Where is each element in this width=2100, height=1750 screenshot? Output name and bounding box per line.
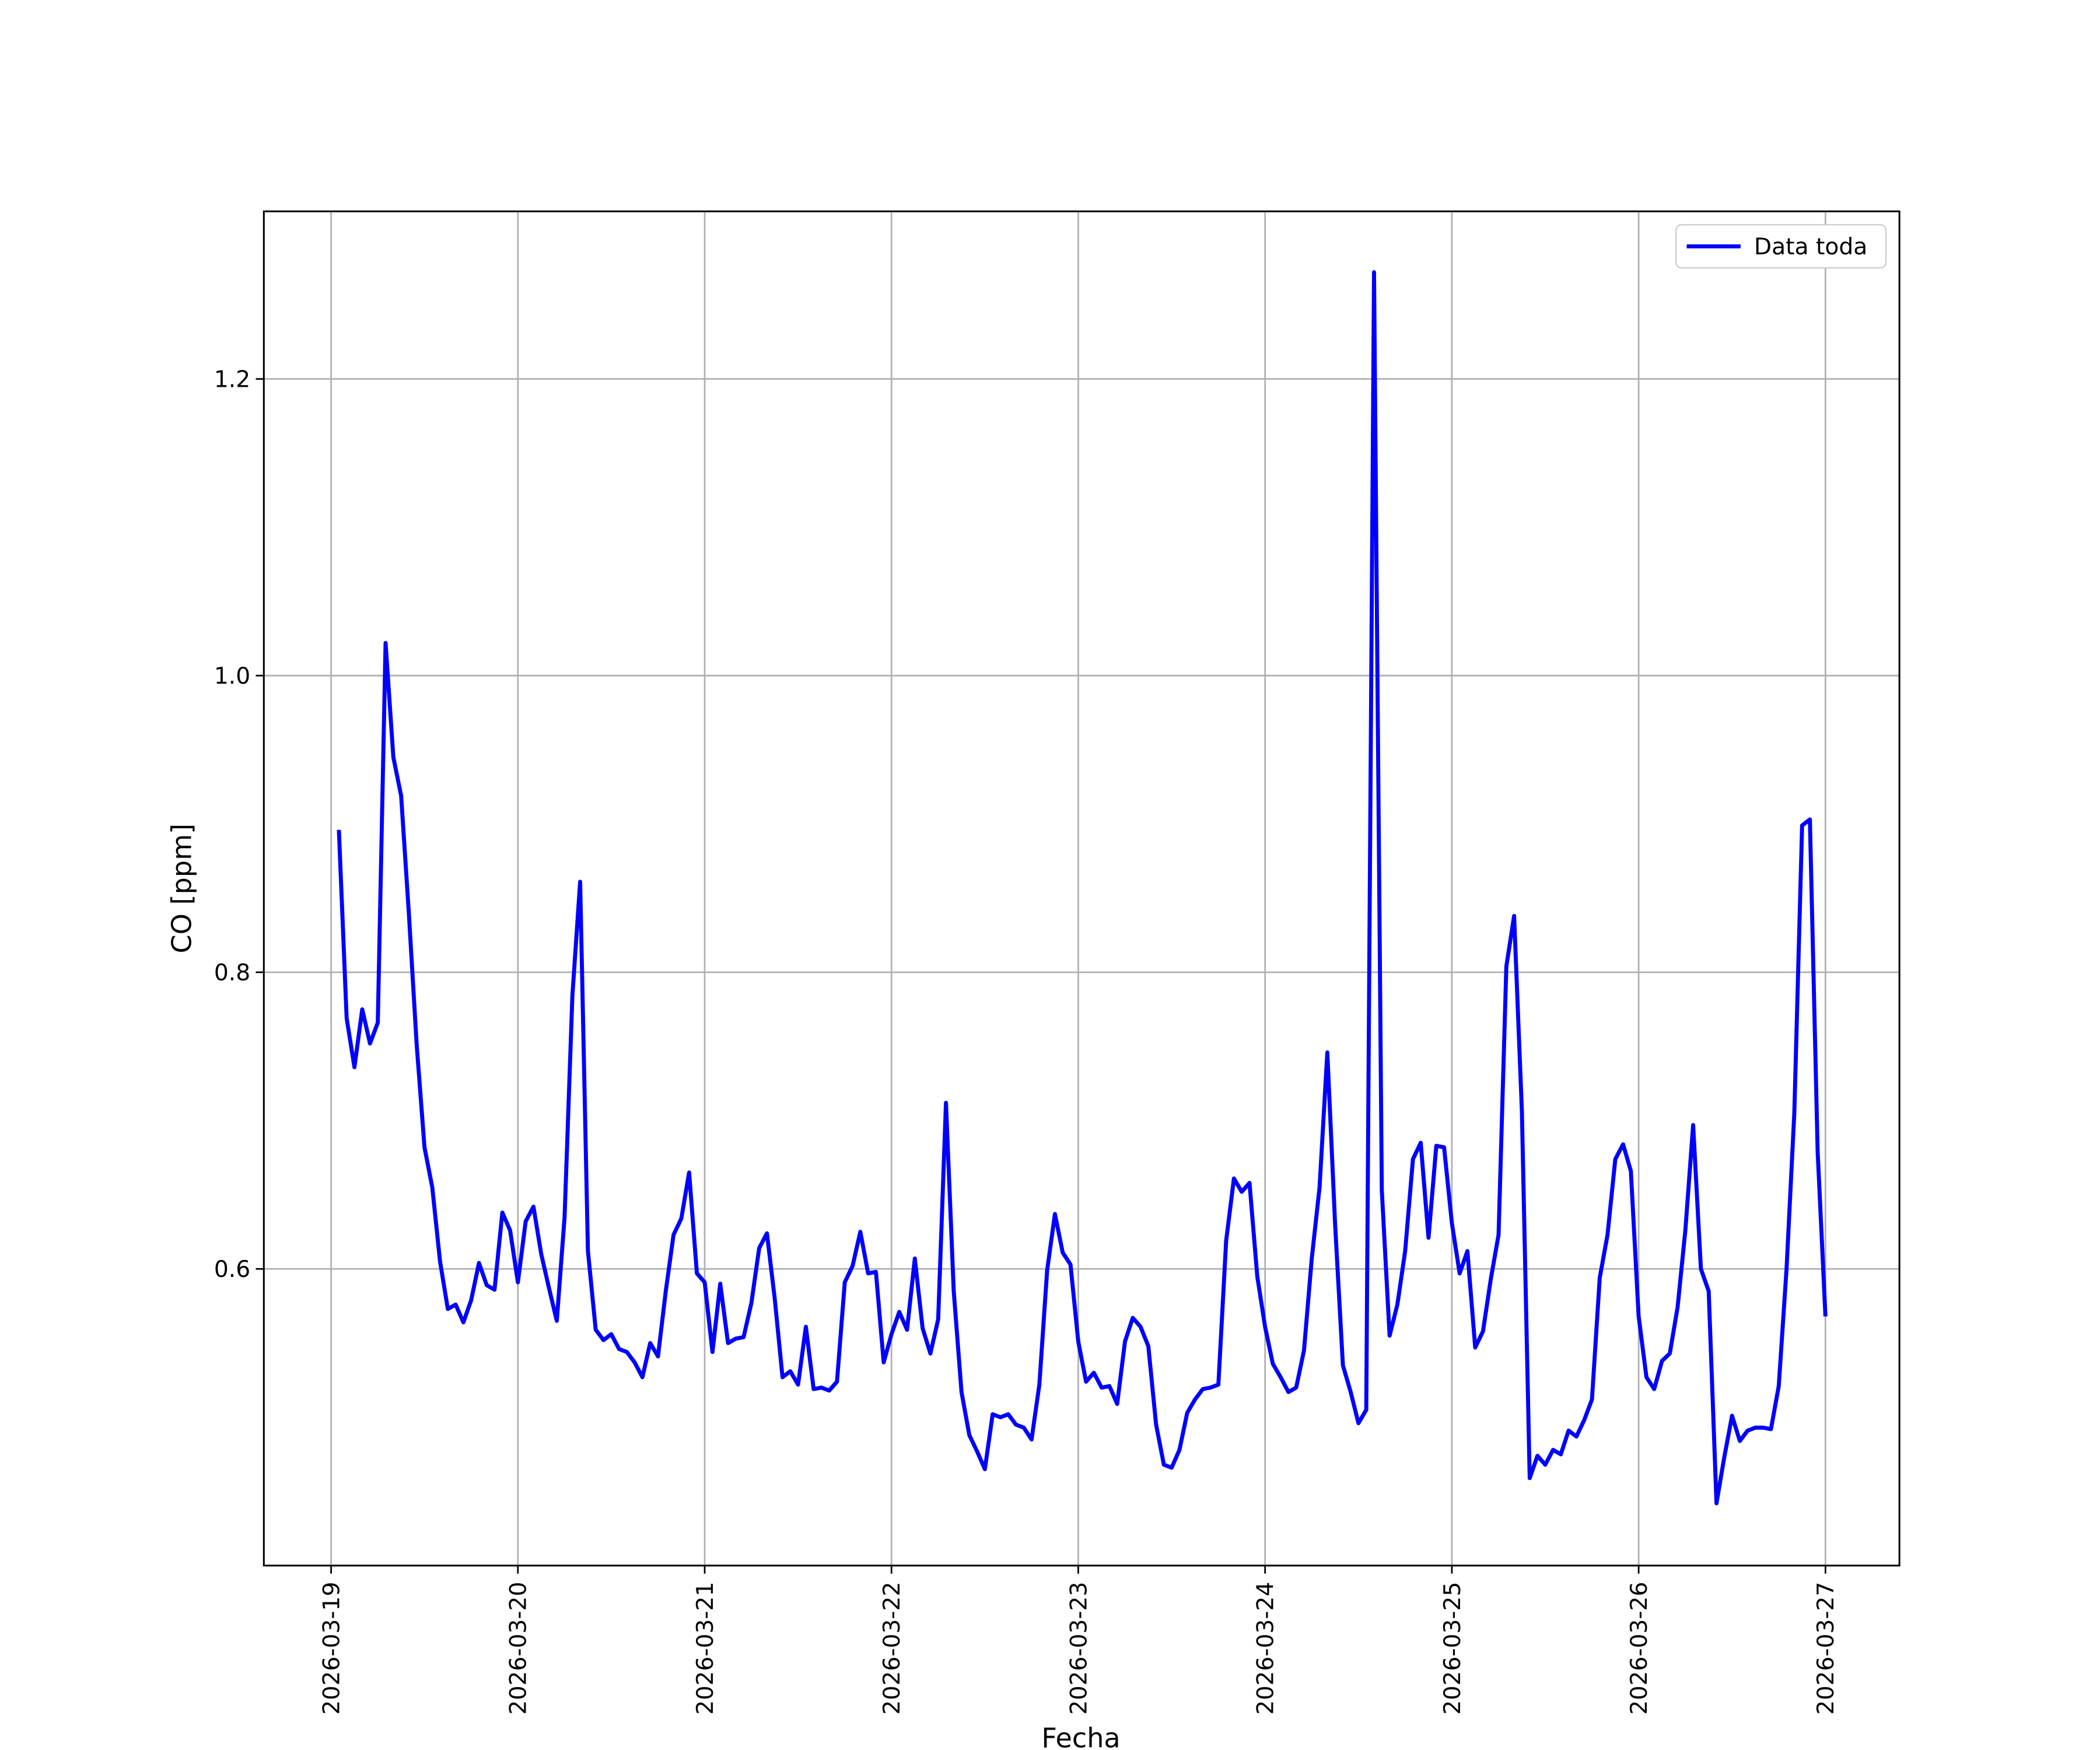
y-tick-label: 1.2 — [214, 366, 250, 393]
axes-frame — [262, 210, 1901, 1567]
plot-area — [337, 270, 1828, 1506]
x-tick-label: 2026-03-25 — [1440, 1582, 1466, 1715]
legend-label: Data toda — [1754, 234, 1867, 260]
y-tick-label: 1.0 — [214, 663, 250, 690]
x-tick-label: 2026-03-19 — [318, 1582, 345, 1715]
data-line — [337, 270, 1828, 1506]
x-tick-label: 2026-03-20 — [506, 1582, 532, 1715]
legend-box — [1675, 224, 1887, 269]
x-tick-label: 2026-03-27 — [1813, 1582, 1839, 1715]
x-tick-label: 2026-03-21 — [692, 1582, 719, 1715]
y-tick-label: 0.6 — [214, 1256, 250, 1283]
x-axis-label: Fecha — [1041, 1722, 1120, 1750]
x-tick-label: 2026-03-22 — [879, 1582, 905, 1715]
grid — [264, 211, 1900, 1566]
x-tick-label: 2026-03-26 — [1626, 1582, 1653, 1715]
y-axis-label: CO [ppm] — [166, 824, 198, 954]
x-tick-label: 2026-03-24 — [1253, 1582, 1279, 1715]
x-tick-label: 2026-03-23 — [1066, 1582, 1092, 1715]
legend: Data toda — [1675, 224, 1887, 269]
y-tick-label: 0.8 — [214, 960, 250, 986]
